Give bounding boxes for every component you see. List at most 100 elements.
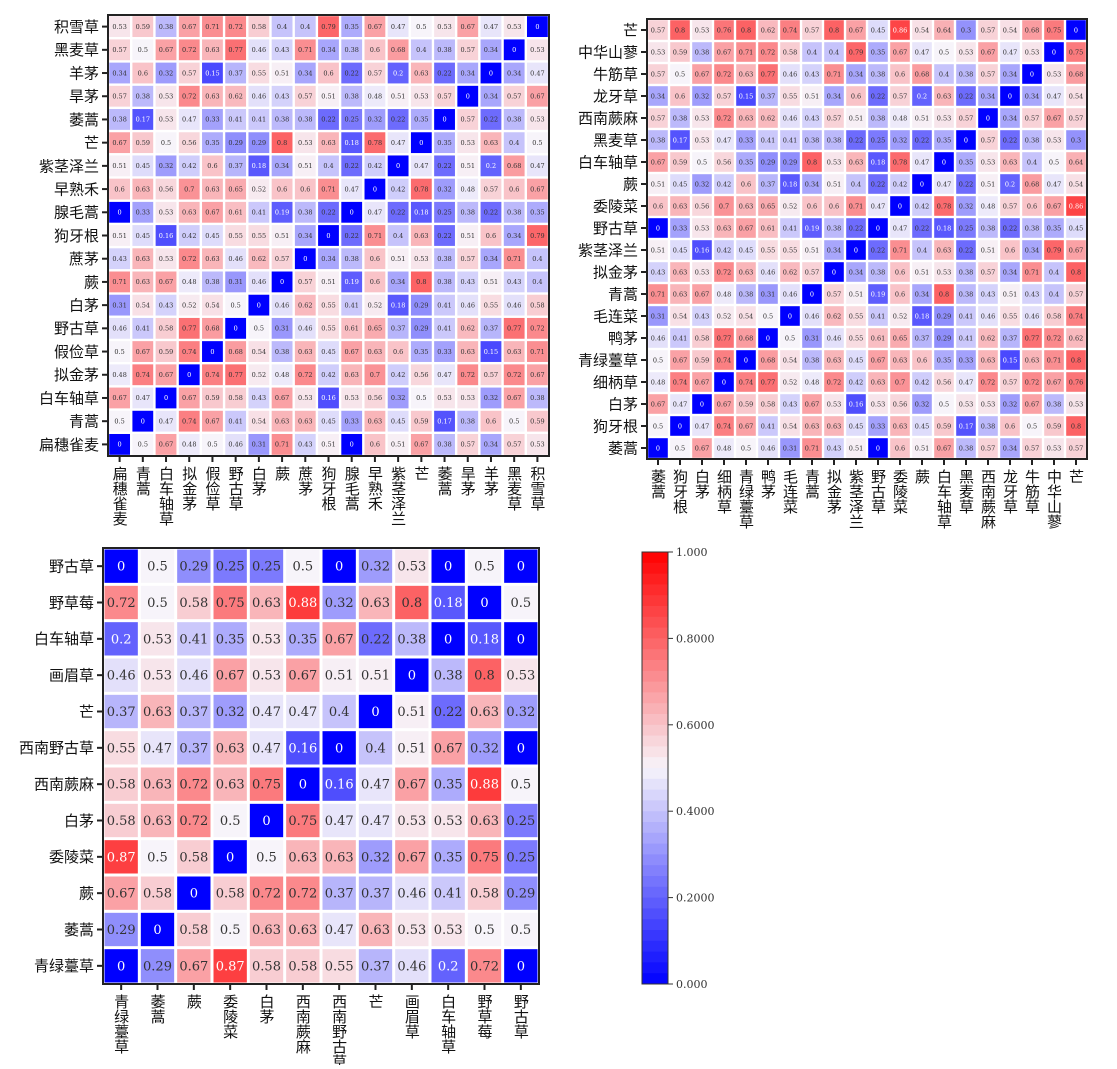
heatmap-1-col-label: 积雪草 xyxy=(528,466,546,511)
heatmap-2-value-label: 0.72 xyxy=(1047,334,1061,342)
heatmap-2-value-label: 0.63 xyxy=(827,356,841,364)
heatmap-1-value-label: 0.59 xyxy=(159,348,173,356)
heatmap-1-cell-r14-c16 xyxy=(480,341,502,362)
heatmap-1-value-label: 0.8 xyxy=(416,278,426,286)
heatmap-1-cell-r0-c1 xyxy=(132,16,154,38)
heatmap-1-cell-r1-c9 xyxy=(318,39,339,61)
heatmap-2-cell-r10-c9 xyxy=(846,240,866,260)
heatmap-2-cell-r6-c4 xyxy=(736,152,756,172)
heatmap-1-cell-r11-c14 xyxy=(434,271,455,293)
heatmap-1-cell-r5-c8 xyxy=(294,132,316,154)
heatmap-1-value-label: 0 xyxy=(303,255,307,263)
heatmap-2-value-label: 0.18 xyxy=(937,224,951,232)
heatmap-3-value-label: 0.53 xyxy=(252,632,281,647)
colorbar-segment xyxy=(642,789,668,801)
heatmap-1-value-label: 0.4 xyxy=(323,162,333,170)
heatmap-2-value-label: 0.22 xyxy=(871,180,885,188)
heatmap-2-value-label: 0 xyxy=(1074,26,1078,34)
heatmap-2-cell-r15-c17 xyxy=(1022,350,1042,370)
heatmap-1-value-label: 0.35 xyxy=(530,209,544,217)
heatmap-1-cell-r10-c8 xyxy=(294,248,316,270)
heatmap-1-value-label: 0.67 xyxy=(530,185,544,193)
heatmap-2-cell-r18-c7 xyxy=(802,416,822,436)
heatmap-2-col-label: 狗牙根 xyxy=(671,469,689,514)
heatmap-1-cell-r9-c2 xyxy=(155,225,177,246)
heatmap-1-value-label: 0.6 xyxy=(207,162,217,170)
heatmap-2-cell-r0-c4 xyxy=(736,20,756,40)
heatmap-1-cell-r18-c8 xyxy=(294,433,316,455)
heatmap-2-value-label: 0.58 xyxy=(783,48,797,56)
heatmap-1-cell-r5-c6 xyxy=(248,132,270,154)
heatmap-2-value-label: 0.38 xyxy=(981,224,995,232)
heatmap-1-value-label: 0.72 xyxy=(461,371,475,379)
heatmap-1-svg: 0.53 0.59 0.38 0.67 0.71 0.72 0.58 0.4 0.4 0.79 0.… xyxy=(39,14,550,526)
heatmap-1-cell-r5-c17 xyxy=(503,132,525,154)
heatmap-1-value-label: 0.79 xyxy=(530,232,544,240)
heatmap-2-value-label: 0.38 xyxy=(959,70,973,78)
heatmap-3-value-label: 0.41 xyxy=(179,632,208,647)
heatmap-2-value-label: 0.8 xyxy=(1071,356,1081,364)
heatmap-1-cell-r10-c9 xyxy=(318,248,339,270)
heatmap-2-cell-r13-c10 xyxy=(868,306,888,326)
heatmap-1-cell-r1-c3 xyxy=(178,39,200,61)
heatmap-2-value-label: 0.45 xyxy=(915,422,929,430)
heatmap-2-value-label: 0.64 xyxy=(1069,158,1083,166)
heatmap-1-cell-r11-c17 xyxy=(503,271,525,293)
heatmap-1-value-label: 0.47 xyxy=(530,162,544,170)
heatmap-3-value-label: 0.75 xyxy=(216,596,245,611)
heatmap-2-row-label: 芒 xyxy=(623,21,638,39)
heatmap-1-value-label: 0.5 xyxy=(416,394,426,402)
heatmap-2-value-label: 0.35 xyxy=(959,158,973,166)
colorbar-segment xyxy=(642,757,668,769)
heatmap-2-cell-r18-c16 xyxy=(1000,416,1020,436)
heatmap-3-value-label: 0.53 xyxy=(434,923,463,938)
heatmap-2-value-label: 0.33 xyxy=(871,422,885,430)
heatmap-1-cell-r10-c10 xyxy=(341,248,363,270)
heatmap-3-cell-r5-c10 xyxy=(467,731,502,765)
heatmap-2-cell-r16-c5 xyxy=(758,372,778,392)
heatmap-1-value-label: 0.29 xyxy=(414,301,428,309)
heatmap-1-cell-r17-c5 xyxy=(225,410,247,432)
heatmap-1-cell-r11-c2 xyxy=(155,271,177,293)
heatmap-2-cell-r0-c8 xyxy=(824,20,844,40)
heatmap-3-value-label: 0.32 xyxy=(361,850,390,865)
heatmap-1-cell-r8-c12 xyxy=(387,201,409,223)
heatmap-1-value-label: 0.63 xyxy=(414,232,428,240)
heatmap-2-cell-r5-c6 xyxy=(780,130,800,150)
heatmap-3-row-label: 青绿薹草 xyxy=(34,957,94,975)
heatmap-2-value-label: 0.38 xyxy=(805,136,819,144)
heatmap-1-cell-r1-c8 xyxy=(294,39,316,61)
heatmap-2-value-label: 0.38 xyxy=(1047,400,1061,408)
heatmap-1-cell-r16-c10 xyxy=(341,387,363,409)
heatmap-2-row-label: 毛连菜 xyxy=(593,307,638,325)
heatmap-1-value-label: 0.53 xyxy=(112,23,126,31)
heatmap-2-value-label: 0.34 xyxy=(915,290,929,298)
heatmap-2-cell-r12-c7 xyxy=(802,284,822,304)
heatmap-1-value-label: 0.41 xyxy=(136,325,150,333)
heatmap-1-value-label: 0.43 xyxy=(507,278,521,286)
heatmap-1-value-label: 0.57 xyxy=(437,93,451,101)
heatmap-2-cell-r18-c5 xyxy=(758,416,778,436)
heatmap-1-value-label: 0.47 xyxy=(136,394,150,402)
heatmap-2-cell-r0-c5 xyxy=(758,20,778,40)
heatmap-1-cell-r11-c4 xyxy=(202,271,223,293)
heatmap-1-col-label: 蕨 xyxy=(273,466,291,481)
heatmap-2-value-label: 0.8 xyxy=(829,26,839,34)
colorbar-segment xyxy=(642,584,668,596)
heatmap-2-cell-r19-c3 xyxy=(714,438,734,458)
heatmap-2-value-label: 0.57 xyxy=(981,444,995,452)
heatmap-2-cell-r14-c15 xyxy=(978,328,998,348)
heatmap-3-cell-r7-c0 xyxy=(104,803,138,838)
heatmap-1-value-label: 0.58 xyxy=(530,301,544,309)
heatmap-2-value-label: 0.2 xyxy=(1005,180,1015,188)
heatmap-2-cell-r7-c19 xyxy=(1066,174,1086,194)
heatmap-1-value-label: 0.55 xyxy=(321,325,335,333)
heatmap-1-cell-r16-c14 xyxy=(434,387,455,409)
heatmap-1-cell-r9-c8 xyxy=(294,225,316,246)
heatmap-2-cell-r8-c13 xyxy=(934,196,954,216)
heatmap-1-cell-r16-c9 xyxy=(318,387,339,409)
heatmap-2-cell-r17-c6 xyxy=(780,394,800,414)
heatmap-2-cell-r13-c19 xyxy=(1066,306,1086,326)
heatmap-1-cell-r15-c0 xyxy=(109,364,131,386)
